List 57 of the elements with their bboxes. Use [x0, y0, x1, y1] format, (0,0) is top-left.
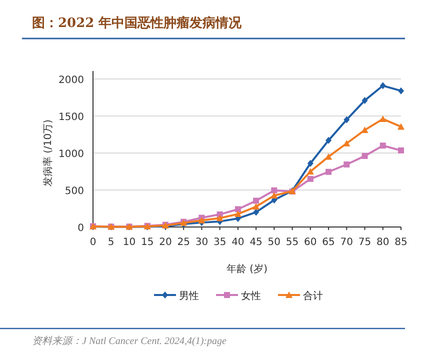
x-tick-label: 25	[177, 237, 190, 248]
x-axis-title: 年龄 (岁)	[226, 263, 268, 275]
point	[234, 206, 241, 212]
x-tick-label: 55	[286, 237, 299, 248]
point	[271, 187, 278, 194]
point	[398, 147, 404, 154]
x-tick-label: 35	[213, 237, 226, 248]
x-tick-label: 30	[195, 237, 208, 248]
chart-title: 图：2022 年中国恶性肿瘤发病情况	[32, 15, 243, 31]
point	[380, 82, 386, 90]
y-axis-title: 发病率 (/10万)	[42, 119, 54, 187]
point	[344, 161, 350, 168]
point	[253, 198, 260, 204]
point	[325, 153, 332, 160]
x-tick-label: 10	[122, 237, 136, 248]
point	[216, 214, 224, 222]
point	[398, 87, 404, 94]
x-tick-label: 40	[232, 237, 244, 248]
x-tick-label: 45	[250, 237, 262, 248]
x-tick-label: 65	[322, 237, 335, 248]
x-tick-label: 0	[90, 237, 96, 248]
point	[379, 115, 386, 122]
point	[270, 192, 278, 199]
x-tick-label: 50	[268, 237, 281, 248]
x-tick-label: 80	[376, 237, 390, 248]
point	[198, 216, 206, 224]
y-tick-label: 1000	[58, 149, 84, 160]
legend-label: 男性	[179, 290, 199, 302]
x-tick-label: 60	[304, 237, 317, 248]
x-tick-label: 5	[108, 237, 114, 248]
point	[326, 168, 332, 175]
x-tick-label: 15	[140, 237, 154, 248]
x-tick-label: 70	[340, 237, 354, 248]
point	[307, 176, 314, 182]
point	[326, 136, 332, 144]
point	[362, 96, 368, 104]
point	[307, 160, 314, 167]
y-tick-label: 1500	[58, 112, 84, 123]
point	[234, 210, 242, 218]
point	[343, 140, 350, 146]
x-tick-label: 20	[159, 237, 172, 248]
point	[344, 116, 350, 124]
legend-label: 合计	[303, 290, 323, 302]
point	[253, 208, 260, 216]
legend-label: 女性	[241, 290, 261, 302]
y-tick-label: 500	[64, 186, 84, 197]
point	[362, 152, 368, 159]
x-tick-label: 75	[358, 237, 372, 248]
point	[306, 168, 314, 174]
point	[361, 126, 368, 134]
point	[398, 123, 404, 130]
text: 资料来源：J Natl Cancer Cent. 2024,4(1):page	[32, 335, 227, 347]
x-tick-label: 85	[394, 237, 408, 248]
point	[252, 203, 260, 210]
y-tick-label: 0	[78, 223, 84, 234]
point	[380, 142, 386, 149]
y-tick-label: 2000	[58, 75, 84, 86]
